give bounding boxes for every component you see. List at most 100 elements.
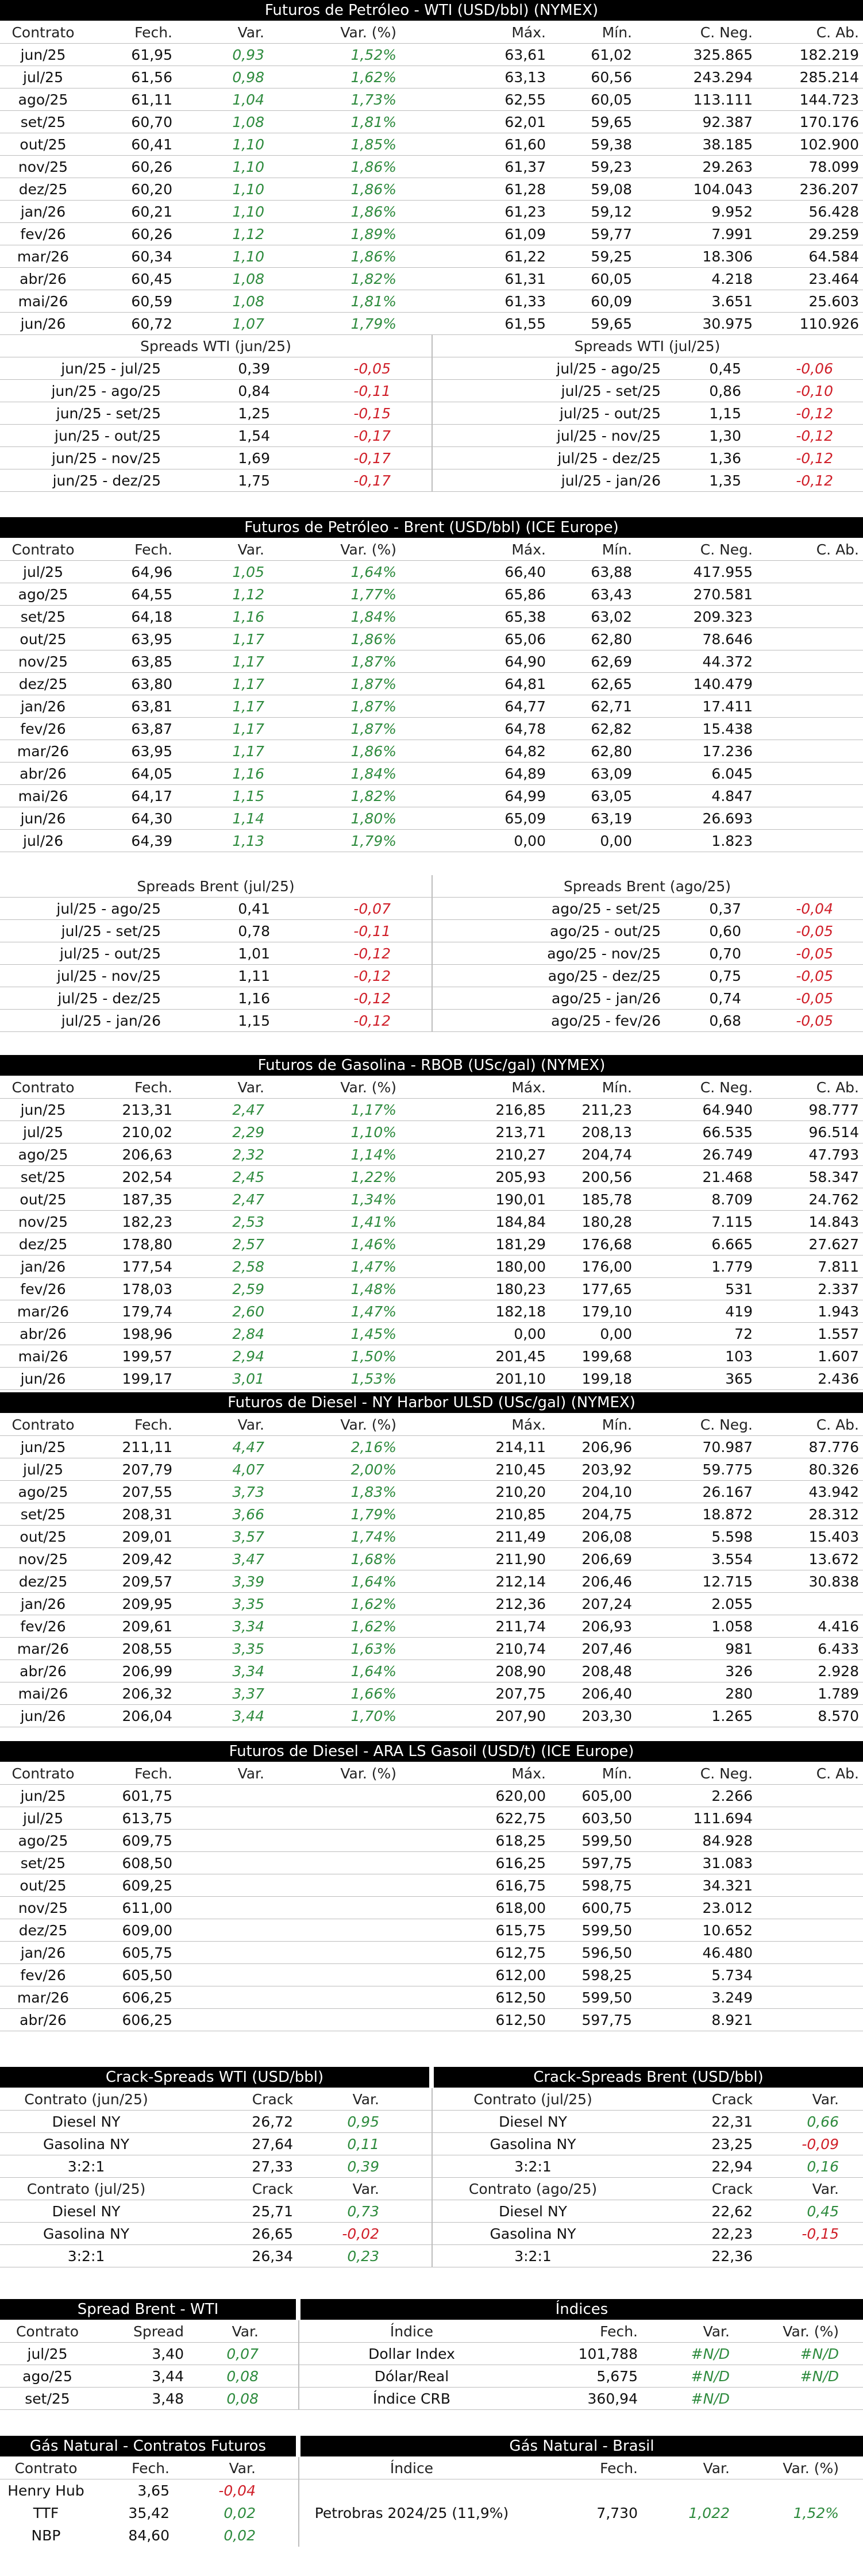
change-pct-cell: 1,87% — [350, 676, 396, 692]
change-pct-cell: 1,79% — [350, 315, 396, 332]
high-cell: 64,89 — [504, 765, 546, 782]
spread-left-cell: jul/25 - set/25 — [61, 923, 161, 939]
high-cell: 65,38 — [504, 609, 546, 625]
change-cell: 1,14 — [232, 810, 264, 827]
open-interest-cell — [753, 628, 859, 650]
crack-group-header: Contrato (jun/25) Crack Var. Contrato (jul/… — [0, 2088, 863, 2111]
high-cell: 61,60 — [504, 136, 546, 153]
close-cell: 202,54 — [122, 1169, 172, 1185]
contract-cell: mai/26 — [18, 1348, 68, 1365]
spread-left-cell: jul/25 - ago/25 — [56, 900, 161, 917]
change-cell: 2,53 — [232, 1214, 264, 1230]
spread-left-cell: jun/25 - dez/25 — [52, 472, 161, 489]
change-cell: 3,39 — [232, 1573, 264, 1590]
crack-cell: 23,25 — [711, 2136, 753, 2153]
table-row: dez/25 63,80 1,17 1,87% 64,81 62,65 140.479 — [0, 673, 863, 695]
crack-cell: 0,11 — [347, 2136, 379, 2153]
table-row: mar/26 179,74 2,60 1,47% 182,18 179,10 419 1.94… — [0, 1300, 863, 1323]
open-interest-cell: 182.219 — [799, 47, 859, 63]
spread-right-cell: 1,36 — [709, 450, 741, 467]
high-cell: 181,29 — [495, 1236, 546, 1253]
spread-left-cell: -0,11 — [353, 383, 391, 399]
gas-fut-cell: 84,60 — [128, 2527, 169, 2544]
change-pct-cell: 1,87% — [350, 698, 396, 715]
table-row: jul/25 - jan/26 1,15 -0,12 ago/25 - fev/26 0… — [0, 1010, 863, 1032]
open-interest-cell: 58.347 — [808, 1169, 859, 1185]
volume-cell: 38.185 — [702, 136, 753, 153]
high-cell: 63,13 — [504, 69, 546, 86]
open-interest-cell — [753, 1919, 859, 1942]
high-cell: 612,50 — [495, 1989, 546, 2006]
volume-cell: 209.323 — [693, 609, 753, 625]
spread-right-title: Spreads WTI (jul/25) — [574, 338, 721, 355]
column-divider — [431, 335, 433, 492]
close-cell: 213,31 — [122, 1102, 172, 1118]
open-interest-cell — [753, 2009, 859, 2031]
spread-left-cell: -0,17 — [353, 472, 391, 489]
close-cell: 61,11 — [131, 91, 172, 108]
spread-bw-cell: set/25 — [25, 2390, 70, 2407]
volume-cell: 66.535 — [702, 1124, 753, 1141]
table-row: set/25 202,54 2,45 1,22% 205,93 200,56 21.468 5… — [0, 1166, 863, 1188]
high-cell: 618,00 — [495, 1900, 546, 1916]
change-pct-cell: 2,00% — [350, 1461, 396, 1478]
crack-cell: 27,33 — [252, 2158, 293, 2175]
crack-cell: 3:2:1 — [67, 2158, 105, 2175]
change-pct-cell: 1,86% — [350, 159, 396, 175]
change-pct-header: Var. (%) — [340, 1765, 396, 1782]
table-row: jun/25 - set/25 1,25 -0,15 jul/25 - out/25 1… — [0, 402, 863, 425]
spread-right-cell: -0,05 — [796, 945, 833, 962]
high-cell: 65,06 — [504, 631, 546, 648]
low-cell: 177,65 — [581, 1281, 632, 1297]
spread-right-cell: -0,05 — [796, 990, 833, 1007]
close-cell: 60,45 — [131, 271, 172, 287]
crack-var-header: Var. — [352, 2091, 379, 2108]
crack-cell: -0,09 — [802, 2136, 839, 2153]
contract-cell: jul/25 — [23, 1124, 63, 1141]
change-cell: 0,98 — [232, 69, 264, 86]
contract-cell: jan/26 — [20, 698, 66, 715]
change-pct-cell — [270, 1807, 396, 1830]
change-cell: 2,45 — [232, 1169, 264, 1185]
wti_spreads-titles: Spreads WTI (jun/25) Spreads WTI (jul/25) — [0, 335, 863, 357]
high-header: Máx. — [511, 1765, 546, 1782]
close-cell: 208,55 — [122, 1641, 172, 1657]
change-cell — [178, 1785, 264, 1807]
high-cell: 208,90 — [495, 1663, 546, 1680]
high-cell: 615,75 — [495, 1922, 546, 1939]
table-row: jun/25 - nov/25 1,69 -0,17 jul/25 - dez/25 1… — [0, 447, 863, 469]
low-cell: 59,08 — [591, 181, 632, 198]
contract-cell: out/25 — [20, 1528, 67, 1545]
volume-cell: 64.940 — [702, 1102, 753, 1118]
high-cell: 64,81 — [504, 676, 546, 692]
close-header: Fech. — [134, 1416, 172, 1433]
volume-cell: 417.955 — [693, 564, 753, 580]
low-cell: 60,05 — [591, 91, 632, 108]
brent_spreads-titles: Spreads Brent (jul/25) Spreads Brent (ago… — [0, 875, 863, 898]
high-cell: 180,23 — [495, 1281, 546, 1297]
row-divider — [0, 334, 863, 335]
open-interest-cell — [753, 650, 859, 673]
high-cell: 210,27 — [495, 1146, 546, 1163]
change-pct-cell: 1,64% — [350, 1573, 396, 1590]
low-cell: 63,19 — [591, 810, 632, 827]
open-interest-cell: 23.464 — [808, 271, 859, 287]
indices-cell: #N/D — [800, 2346, 839, 2362]
close-cell: 60,59 — [131, 293, 172, 310]
row-divider — [0, 222, 863, 223]
open-interest-cell: 236.207 — [799, 181, 859, 198]
change-cell: 0,93 — [232, 47, 264, 63]
low-cell: 180,28 — [581, 1214, 632, 1230]
close-cell: 64,18 — [131, 609, 172, 625]
contract-cell: fev/26 — [20, 721, 66, 737]
close-cell: 64,55 — [131, 586, 172, 603]
volume-cell: 531 — [725, 1281, 753, 1297]
change-cell — [178, 1830, 264, 1852]
low-cell: 0,00 — [600, 1326, 632, 1342]
indices-header: Fech. — [600, 2323, 638, 2340]
open-interest-cell — [753, 740, 859, 763]
close-cell: 64,30 — [131, 810, 172, 827]
low-cell: 596,50 — [581, 1944, 632, 1961]
table-row: mar/26 208,55 3,35 1,63% 210,74 207,46 981 6.43… — [0, 1638, 863, 1660]
open-interest-cell: 1.789 — [818, 1685, 859, 1702]
